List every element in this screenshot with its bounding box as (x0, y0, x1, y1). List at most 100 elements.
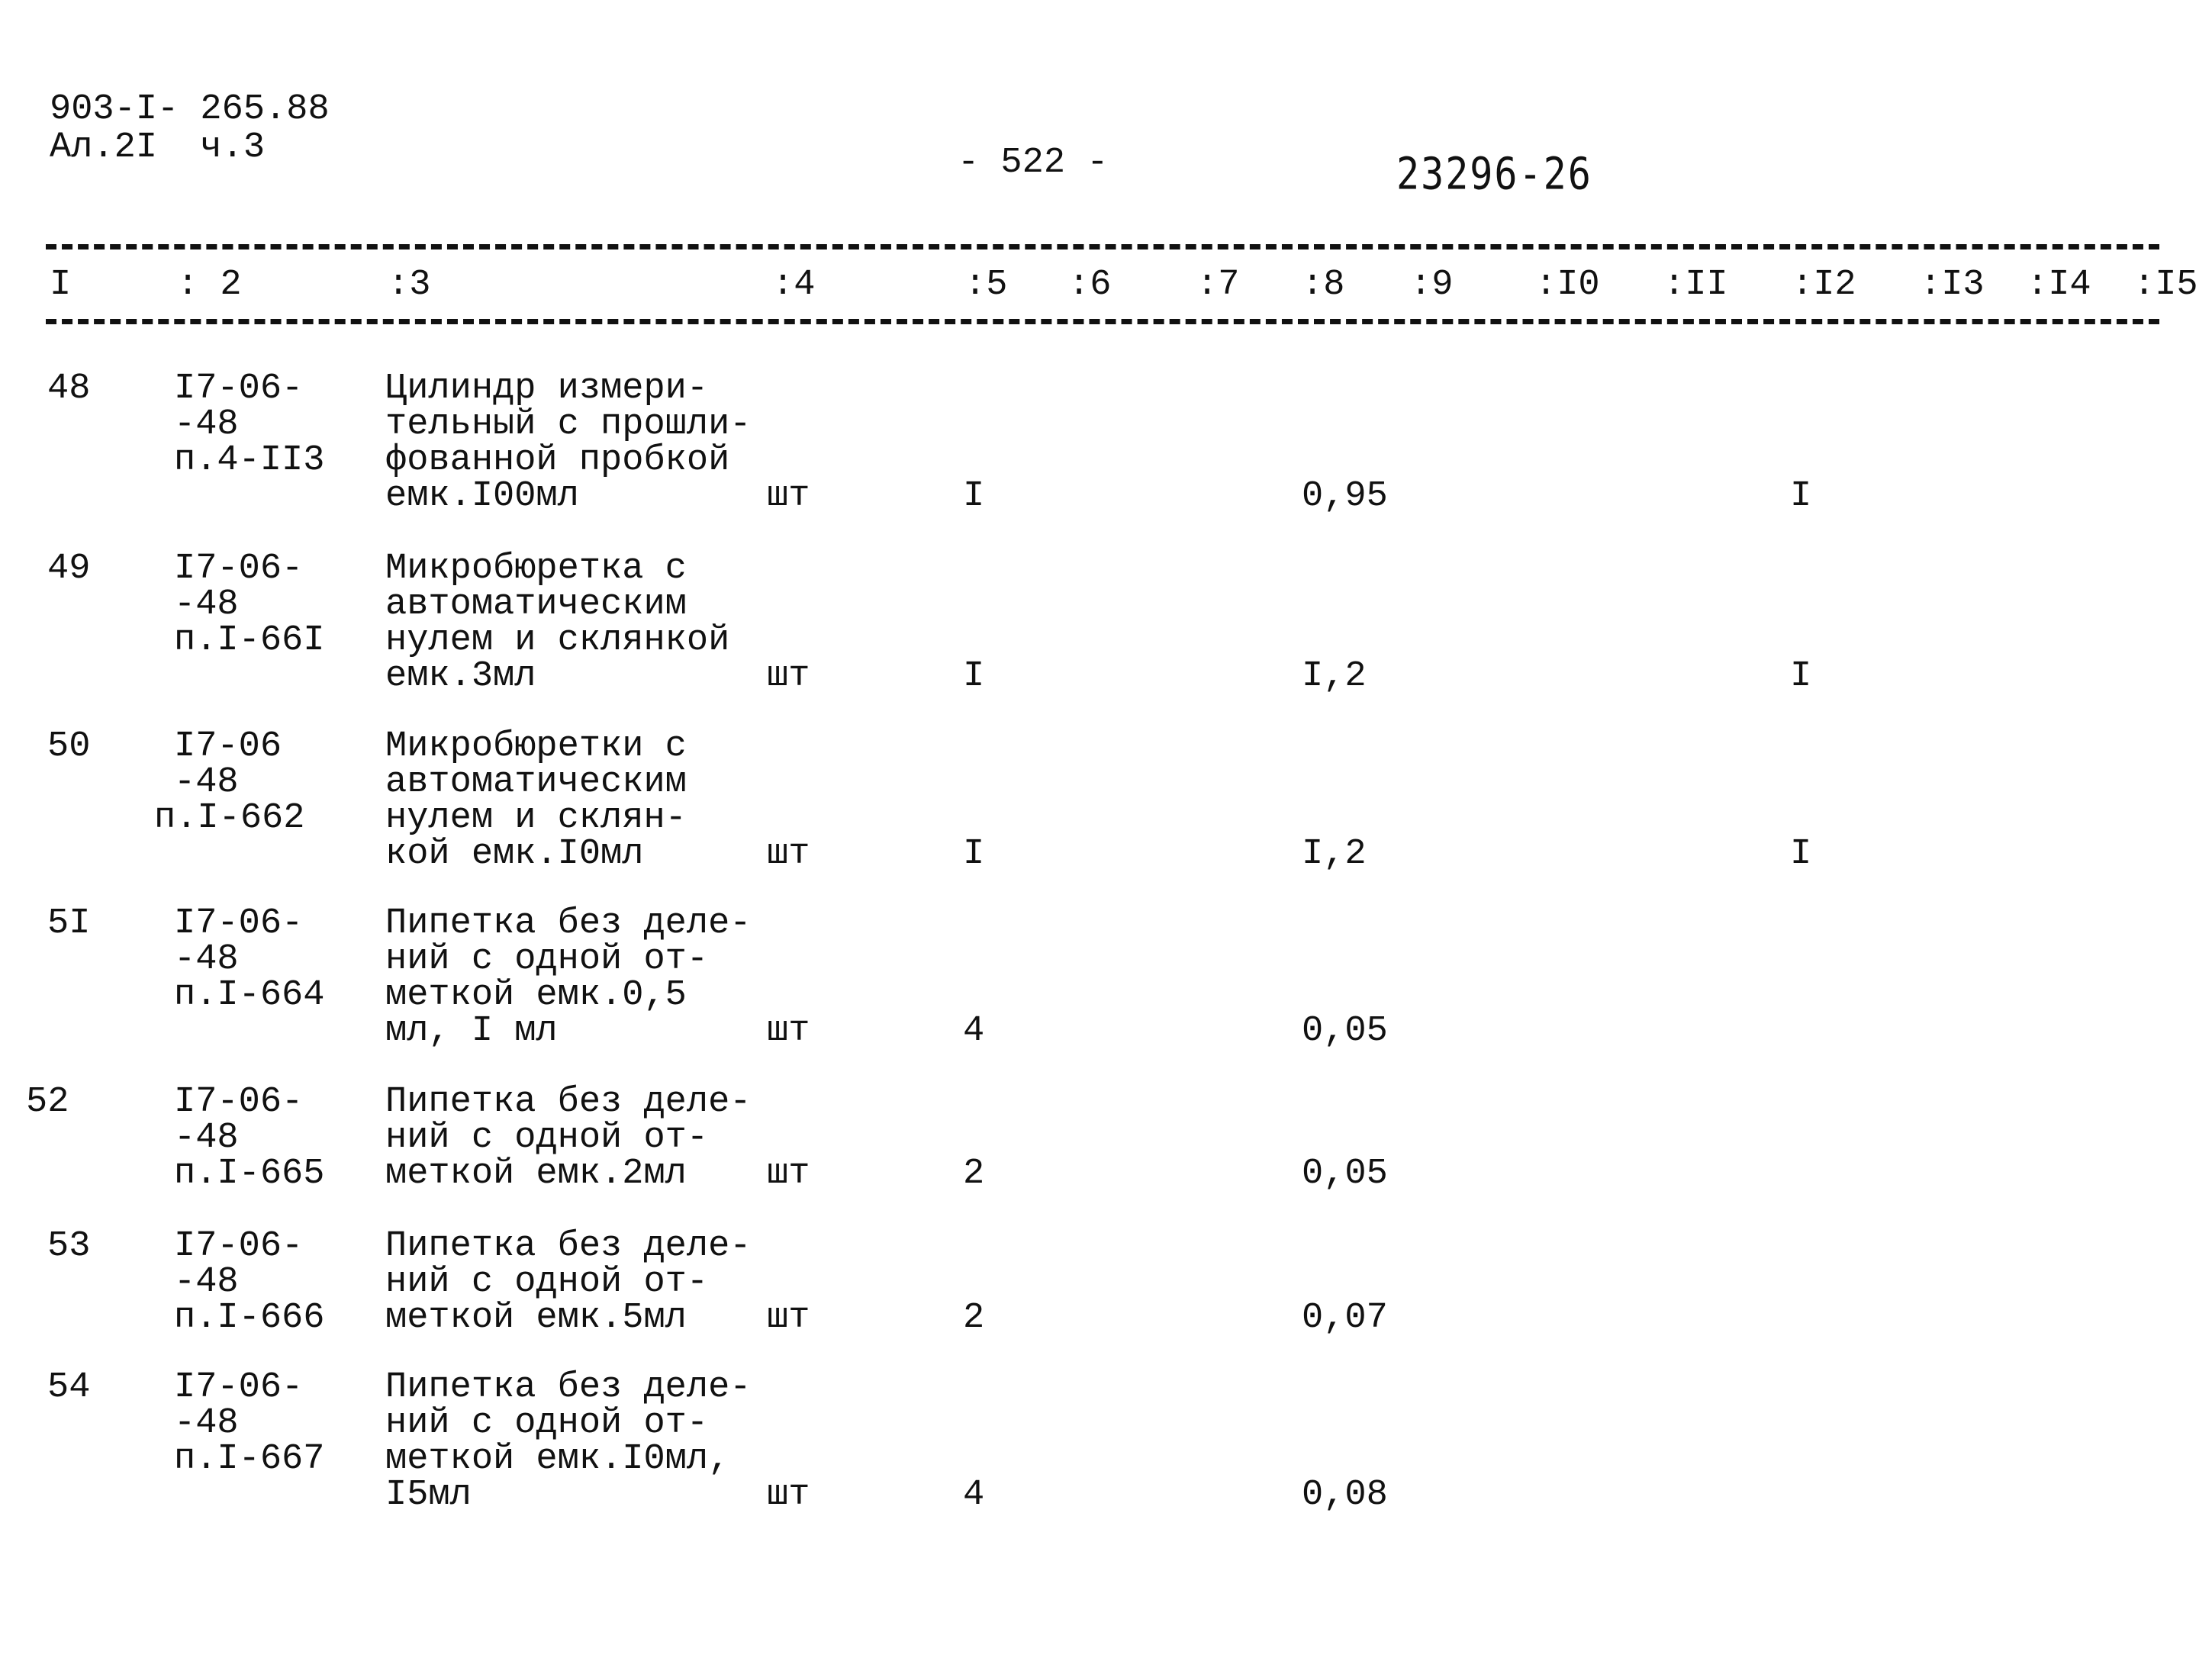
norm-reference-line: п.I-662 (154, 798, 305, 839)
table-row: 53 I7-06- -48 п.I-666 Пипетка без деле-ний с… (0, 1228, 2212, 1336)
norm-reference-line: I7-06- (174, 1367, 304, 1408)
page-number: - 522 - (958, 143, 1109, 183)
norm-reference: I7-06- -48 п.I-664 (174, 906, 324, 1013)
item-description-line: емк.I00мл (385, 476, 579, 517)
item-description-line: меткой емк.0,5 (385, 975, 687, 1016)
column-header-11: :II (1663, 265, 1728, 305)
item-description-line: меткой емк.5мл (385, 1298, 687, 1338)
norm-reference: I7-06- -48 п.I-667 (174, 1370, 324, 1477)
unit: шт (767, 476, 810, 517)
item-description: Цилиндр измери-тельный с прошли-фованной… (385, 371, 751, 514)
table-row: 52 I7-06- -48 п.I-665 Пипетка без деле-ний с… (0, 1084, 2212, 1192)
norm-reference-line: -48 (174, 1403, 239, 1444)
norm-reference-line: I7-06- (174, 1082, 304, 1122)
item-description: Пипетка без деле-ний с одной от-меткой е… (385, 1084, 751, 1192)
unit: шт (767, 1154, 810, 1194)
item-description-line: мл, I мл (385, 1011, 558, 1051)
norm-reference-line: -48 (174, 404, 239, 445)
norm-reference-line: I7-06- (174, 1226, 304, 1267)
norm-reference: I7-06- -48 п.I-665 (174, 1084, 324, 1192)
item-description-line: кой емк.I0мл (385, 834, 644, 874)
row-number: 53 (47, 1226, 91, 1267)
item-description-line: Пипетка без деле- (385, 1226, 752, 1267)
norm-reference-line: I7-06 (174, 726, 282, 767)
norm-reference-line: -48 (174, 939, 239, 980)
header-top-divider (46, 244, 2159, 249)
handwritten-number: 23296-26 (1396, 148, 1592, 200)
quantity-col5: 4 (963, 1011, 985, 1051)
unit: шт (767, 1011, 810, 1051)
table-row: 48 I7-06- -48 п.4-II3 Цилиндр измери-тельный… (0, 371, 2212, 514)
column-header-15: :I5 (2133, 265, 2198, 305)
quantity-col12: I (1790, 476, 1812, 517)
column-header-12: :I2 (1792, 265, 1856, 305)
norm-reference-line: -48 (174, 584, 239, 625)
norm-reference: I7-06- -48 п.I-666 (174, 1228, 324, 1336)
value-col8: 0,95 (1302, 476, 1388, 517)
item-description-line: автоматическим (385, 584, 687, 625)
table-row: 50 I7-06 -48 п.I-662 Микробюретки с автоматич… (0, 729, 2212, 872)
norm-reference: I7-06- -48 п.4-II3 (174, 371, 324, 478)
value-col8: I,2 (1302, 656, 1367, 697)
item-description-line: нулем и склян- (385, 798, 687, 839)
norm-reference-line: п.I-666 (174, 1298, 325, 1338)
row-number: 49 (47, 549, 91, 589)
table-row: 54 I7-06- -48 п.I-667 Пипетка без деле-ний с… (0, 1370, 2212, 1513)
column-header-8: :8 (1302, 265, 1345, 305)
column-header-7: :7 (1196, 265, 1240, 305)
item-description-line: емк.3мл (385, 656, 536, 697)
row-number: 50 (47, 726, 91, 767)
item-description-line: фованной пробкой (385, 440, 730, 481)
item-description-line: Пипетка без деле- (385, 1367, 752, 1408)
value-col8: I,2 (1302, 834, 1367, 874)
item-description-line: ний с одной от- (385, 1403, 709, 1444)
item-description-line: Пипетка без деле- (385, 903, 752, 944)
column-header-6: :6 (1068, 265, 1112, 305)
quantity-col5: 4 (963, 1475, 985, 1515)
item-description: Микробюретка с автоматическим нулем и скля… (385, 551, 729, 694)
column-header-1: I (50, 265, 72, 305)
item-description-line: меткой емк.2мл (385, 1154, 687, 1194)
norm-reference-line: I7-06- (174, 549, 304, 589)
quantity-col5: 2 (963, 1298, 985, 1338)
column-header-14: :I4 (2027, 265, 2091, 305)
unit: шт (767, 834, 810, 874)
unit: шт (767, 1298, 810, 1338)
item-description-line: ний с одной от- (385, 1118, 709, 1158)
item-description-line: Пипетка без деле- (385, 1082, 752, 1122)
document-code: 903-I- 265.88 (50, 89, 330, 130)
norm-reference-line: п.4-II3 (174, 440, 325, 481)
column-header-13: :I3 (1920, 265, 1985, 305)
item-description: Пипетка без деле-ний с одной от-меткой е… (385, 1370, 751, 1513)
item-description-line: меткой емк.I0мл, (385, 1439, 730, 1479)
item-description-line: ний с одной от- (385, 939, 709, 980)
norm-reference-line: -48 (174, 1118, 239, 1158)
row-number: 54 (47, 1367, 91, 1408)
row-number: 52 (26, 1082, 69, 1122)
norm-reference-line: I7-06- (174, 903, 304, 944)
norm-reference-line: п.I-664 (174, 975, 325, 1016)
item-description: Пипетка без деле-ний с одной от-меткой е… (385, 1228, 751, 1336)
norm-reference-line: п.I-66I (174, 620, 325, 661)
item-description: Пипетка без деле-ний с одной от-меткой е… (385, 906, 751, 1049)
row-number: 48 (47, 369, 91, 409)
item-description-line: I5мл (385, 1475, 472, 1515)
norm-reference: I7-06 -48 п.I-662 (154, 726, 304, 836)
norm-reference-line: -48 (174, 762, 239, 803)
norm-reference: I7-06- -48 п.I-66I (174, 551, 324, 658)
column-header-4: :4 (772, 265, 816, 305)
unit: шт (767, 1475, 810, 1515)
quantity-col12: I (1790, 656, 1812, 697)
quantity-col12: I (1790, 834, 1812, 874)
norm-reference-line: п.I-667 (174, 1439, 325, 1479)
table-row: 5I I7-06- -48 п.I-664 Пипетка без деле-ний с… (0, 906, 2212, 1049)
column-header-10: :I0 (1535, 265, 1600, 305)
quantity-col5: I (963, 834, 985, 874)
value-col8: 0,05 (1302, 1154, 1388, 1194)
column-header-3: :3 (388, 265, 431, 305)
row-number: 5I (47, 903, 91, 944)
item-description: Микробюретки с автоматическим нулем и скля… (385, 729, 687, 872)
item-description-line: тельный с прошли- (385, 404, 752, 445)
column-header-9: :9 (1410, 265, 1454, 305)
norm-reference-line: -48 (174, 1262, 239, 1302)
